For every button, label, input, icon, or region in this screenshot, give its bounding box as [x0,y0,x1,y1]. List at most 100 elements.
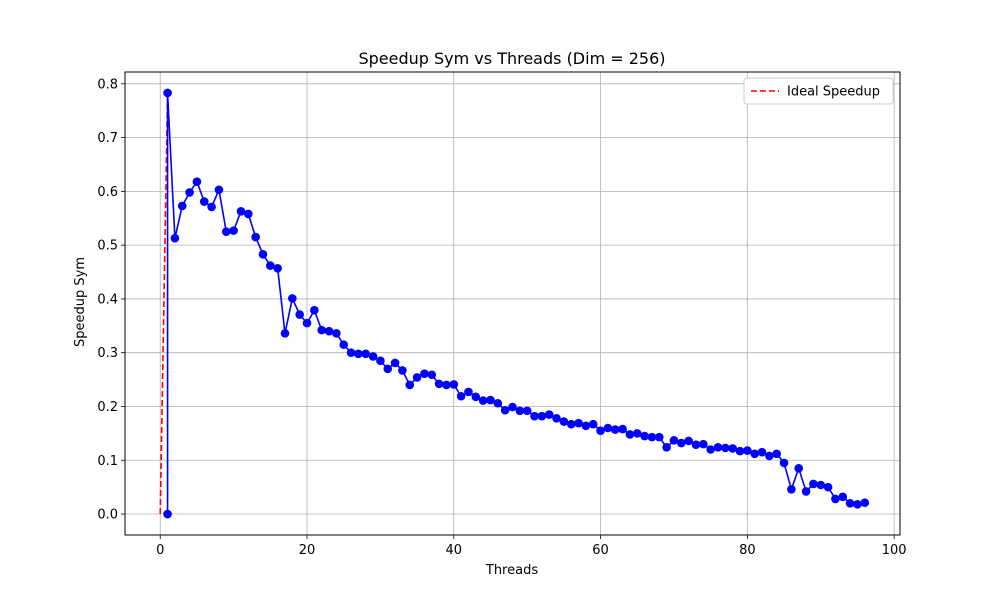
data-point [302,318,312,328]
data-point [728,444,737,453]
y-tick-label: 0.7 [97,131,118,146]
data-point [280,329,290,338]
data-point [486,395,495,405]
data-point [706,445,715,454]
data-point [177,201,187,211]
data-point [478,396,488,405]
x-axis-ticks: 0 20 40 60 80 100 [156,535,907,558]
data-point [845,498,855,508]
y-tick-label: 0.3 [97,346,118,361]
data-point [522,406,532,416]
ideal-speedup-line [159,92,169,515]
data-point [640,431,649,441]
data-point [317,325,326,335]
y-tick-label: 0.5 [97,239,118,254]
data-point [735,446,745,456]
data-point [185,188,194,197]
data-point [566,419,576,429]
data-point [456,391,466,401]
data-point [684,436,693,446]
legend-box [743,77,894,105]
data-point [332,329,341,338]
data-point [251,232,260,242]
data-point [765,451,774,461]
data-point [515,406,525,416]
data-point [596,426,605,435]
data-point [236,206,246,216]
data-point [801,487,811,496]
ideal-speedup-series [159,92,169,515]
y-tick-label: 0.8 [97,77,118,92]
data-point [207,202,216,212]
data-point [530,411,539,421]
data-point [809,479,818,489]
legend: Ideal Speedup [743,77,894,105]
y-tick-label: 0.4 [97,292,118,307]
data-point [823,482,833,492]
chart-title: Speedup Sym vs Threads (Dim = 256) [358,49,665,68]
data-point [229,226,238,235]
data-point [721,443,730,453]
data-point [603,423,613,433]
data-point [266,261,275,270]
data-point [310,305,319,315]
data-point [163,88,172,98]
data-point [794,464,804,473]
data-point [632,429,642,438]
legend-ideal-label: Ideal Speedup [787,85,880,100]
data-point [258,249,268,259]
data-point [390,358,400,368]
data-point [772,449,782,459]
data-point [860,498,870,508]
data-point [610,425,620,434]
data-point [713,443,723,452]
data-point [787,484,796,494]
data-point [295,310,304,319]
data-point [625,430,635,439]
data-point [618,424,627,434]
data-point [346,348,356,358]
y-axis-ticks: 0.0 0.1 0.2 0.3 0.4 0.5 0.6 0.7 0.8 [97,77,125,523]
data-point [831,494,840,504]
data-point [757,447,767,457]
data-point [508,402,517,412]
data-point [699,439,708,449]
y-tick-label: 0.1 [97,454,118,469]
data-point [354,349,363,359]
x-tick-label: 100 [882,543,907,558]
data-point [368,352,378,361]
data-point [199,197,209,206]
data-point [434,379,444,389]
y-tick-label: 0.0 [97,508,118,523]
data-point [743,446,752,455]
x-axis-label: Threads [485,563,538,578]
data-point [221,227,231,237]
data-point [669,436,679,445]
data-point [552,414,561,423]
data-point [662,443,671,452]
data-point [339,340,349,349]
data-point [170,233,180,243]
data-point [420,369,429,378]
data-point [816,480,826,490]
data-point [471,392,481,402]
data-point [537,411,547,421]
data-point [383,364,393,374]
data-point [405,380,415,390]
data-point [500,405,510,415]
data-point [544,410,554,419]
data-point [324,326,334,336]
data-point [442,380,451,390]
data-point [588,419,598,429]
data-point [574,418,583,428]
y-tick-label: 0.2 [97,400,118,415]
data-point [838,492,848,502]
data-point [243,209,253,219]
data-point [493,398,503,408]
grid [125,72,900,535]
data-point [691,440,701,449]
data-point [464,387,473,397]
x-tick-label: 60 [592,543,609,558]
data-point [361,349,371,359]
